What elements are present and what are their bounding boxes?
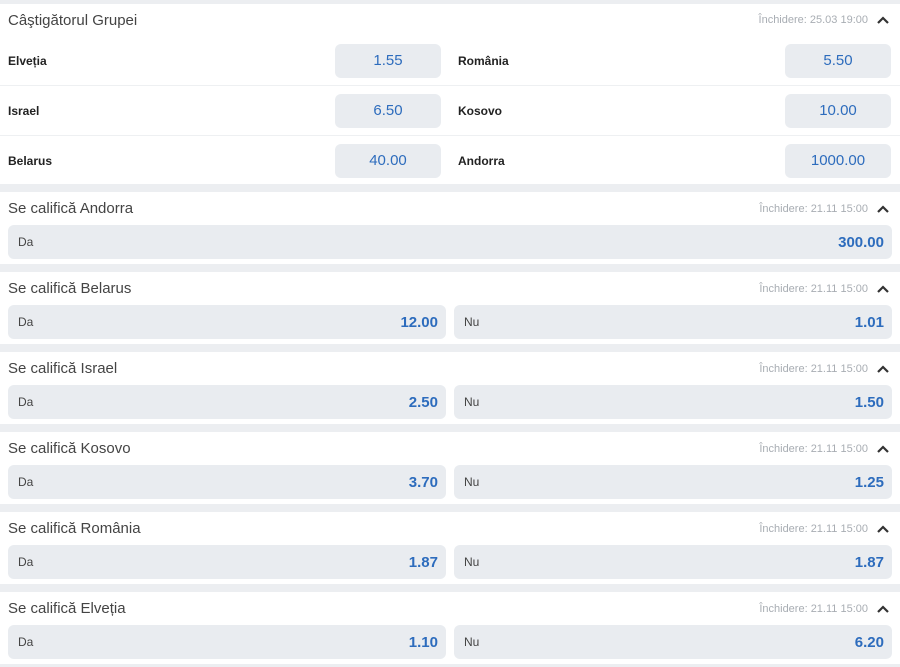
chevron-up-icon[interactable] xyxy=(876,15,890,25)
closing-time: Închidere: 25.03 19:00 xyxy=(758,14,868,26)
closing-time: Închidere: 21.11 15:00 xyxy=(759,442,868,455)
market-qualify: Se califică Kosovo Închidere: 21.11 15:0… xyxy=(0,432,900,504)
closing-time: Închidere: 21.11 15:00 xyxy=(759,362,868,375)
option-label: Da xyxy=(18,555,34,569)
odd-button[interactable]: Da 300.00 xyxy=(8,225,892,259)
option-label: Nu xyxy=(464,475,480,489)
option-label: Nu xyxy=(464,635,480,649)
closing-time: Închidere: 21.11 15:00 xyxy=(759,522,868,535)
option-label: Nu xyxy=(464,555,480,569)
market-header[interactable]: Câştigătorul Grupei Închidere: 25.03 19:… xyxy=(0,4,900,36)
odd-value: 2.50 xyxy=(408,393,438,411)
market-title: Se califică Kosovo xyxy=(8,440,131,457)
option-label: Da xyxy=(18,475,34,489)
winner-option: Kosovo 10.00 xyxy=(450,86,900,135)
odd-value: 1.25 xyxy=(854,473,884,491)
market-title: Se califică Belarus xyxy=(8,280,132,297)
market-qualify: Se califică Belarus Închidere: 21.11 15:… xyxy=(0,272,900,344)
odd-button[interactable]: Nu 6.20 xyxy=(454,625,892,659)
odd-button[interactable]: Da 1.10 xyxy=(8,625,446,659)
market-title: Câştigătorul Grupei xyxy=(8,11,138,29)
odd-button[interactable]: 10.00 xyxy=(785,93,891,128)
odd-value: 12.00 xyxy=(400,313,438,331)
odd-button[interactable]: 1.55 xyxy=(335,43,441,78)
option-label: Nu xyxy=(464,315,480,329)
chevron-up-icon[interactable] xyxy=(876,364,890,374)
odd-value: 6.20 xyxy=(854,633,884,651)
team-name: Andorra xyxy=(458,153,505,168)
odd-value: 1.87 xyxy=(408,553,438,571)
odd-button[interactable]: Da 1.87 xyxy=(8,545,446,579)
market-header[interactable]: Se califică Andorra Închidere: 21.11 15:… xyxy=(0,192,900,225)
option-label: Nu xyxy=(464,395,480,409)
winner-option: Andorra 1000.00 xyxy=(450,136,900,185)
odd-button[interactable]: 40.00 xyxy=(335,143,441,178)
odd-value: 1.50 xyxy=(854,393,884,411)
markets-list: Câştigătorul Grupei Închidere: 25.03 19:… xyxy=(0,4,900,664)
market-title: Se califică România xyxy=(8,520,141,537)
market-header[interactable]: Se califică Belarus Închidere: 21.11 15:… xyxy=(0,272,900,305)
odd-button[interactable]: Nu 1.87 xyxy=(454,545,892,579)
odd-button[interactable]: Da 2.50 xyxy=(8,385,446,419)
odd-value: 3.70 xyxy=(408,473,438,491)
odd-value: 300.00 xyxy=(838,233,884,251)
market-qualify: Se califică România Închidere: 21.11 15:… xyxy=(0,512,900,584)
team-name: Kosovo xyxy=(458,103,503,118)
option-label: Da xyxy=(18,395,34,409)
market-header[interactable]: Se califică Kosovo Închidere: 21.11 15:0… xyxy=(0,432,900,465)
team-name: România xyxy=(458,53,509,68)
market-qualify: Se califică Andorra Închidere: 21.11 15:… xyxy=(0,192,900,264)
market-qualify: Se califică Elveția Închidere: 21.11 15:… xyxy=(0,592,900,664)
team-name: Elveția xyxy=(8,53,47,68)
market-header[interactable]: Se califică România Închidere: 21.11 15:… xyxy=(0,512,900,545)
market-title: Se califică Israel xyxy=(8,360,118,377)
market-group-winner: Câştigătorul Grupei Închidere: 25.03 19:… xyxy=(0,4,900,184)
closing-time: Închidere: 21.11 15:00 xyxy=(759,602,868,615)
winner-option: Belarus 40.00 xyxy=(0,136,450,185)
team-name: Belarus xyxy=(8,153,53,168)
odd-button[interactable]: Nu 1.01 xyxy=(454,305,892,339)
odd-button[interactable]: Nu 1.25 xyxy=(454,465,892,499)
market-qualify: Se califică Israel Închidere: 21.11 15:0… xyxy=(0,352,900,424)
chevron-up-icon[interactable] xyxy=(876,524,890,534)
odd-button[interactable]: Da 12.00 xyxy=(8,305,446,339)
market-header[interactable]: Se califică Israel Închidere: 21.11 15:0… xyxy=(0,352,900,385)
winner-option: România 5.50 xyxy=(450,36,900,85)
market-title: Se califică Elveția xyxy=(8,600,126,617)
odd-button[interactable]: Da 3.70 xyxy=(8,465,446,499)
option-label: Da xyxy=(18,635,34,649)
odd-value: 1.10 xyxy=(408,633,438,651)
odd-button[interactable]: 6.50 xyxy=(335,93,441,128)
team-name: Israel xyxy=(8,103,40,118)
option-label: Da xyxy=(18,315,34,329)
market-title: Se califică Andorra xyxy=(8,200,134,217)
odd-value: 1.87 xyxy=(854,553,884,571)
chevron-up-icon[interactable] xyxy=(876,444,890,454)
closing-time: Închidere: 21.11 15:00 xyxy=(759,282,868,295)
option-label: Da xyxy=(18,235,34,249)
chevron-up-icon[interactable] xyxy=(876,604,890,614)
odd-value: 1.01 xyxy=(854,313,884,331)
winner-row: Israel 6.50 Kosovo 10.00 xyxy=(0,85,900,135)
winner-option: Elveția 1.55 xyxy=(0,36,450,85)
odd-button[interactable]: 5.50 xyxy=(785,43,891,78)
market-header[interactable]: Se califică Elveția Închidere: 21.11 15:… xyxy=(0,592,900,625)
closing-time: Închidere: 21.11 15:00 xyxy=(759,202,868,215)
winner-row: Belarus 40.00 Andorra 1000.00 xyxy=(0,135,900,185)
winner-option: Israel 6.50 xyxy=(0,86,450,135)
chevron-up-icon[interactable] xyxy=(876,204,890,214)
odd-button[interactable]: Nu 1.50 xyxy=(454,385,892,419)
odd-button[interactable]: 1000.00 xyxy=(785,143,891,178)
winner-row: Elveția 1.55 România 5.50 xyxy=(0,36,900,85)
chevron-up-icon[interactable] xyxy=(876,284,890,294)
